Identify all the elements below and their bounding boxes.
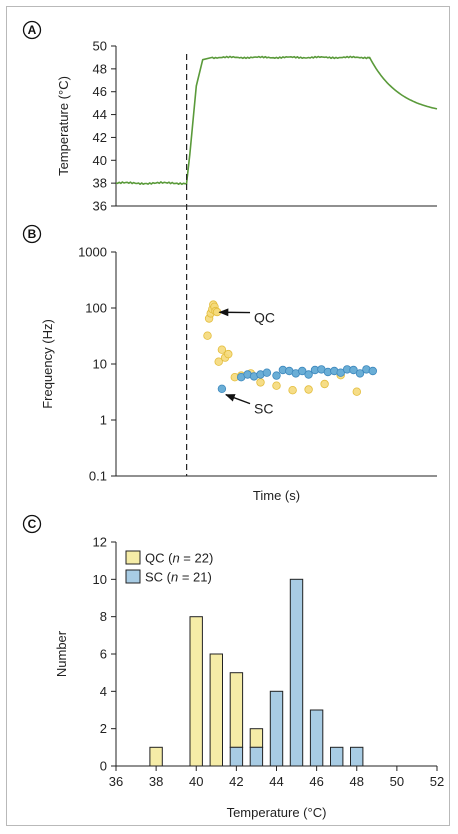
panel-c-label: C: [22, 514, 42, 534]
panel-b-sc-point-6: [272, 371, 281, 380]
panel-b: 0.1 1 10 100 1000 Frequency (Hz) Time (s) QC SC: [40, 245, 437, 503]
panel-c-qc-bar-43: [249, 728, 264, 748]
panel-b-qc-point-18: [304, 385, 313, 394]
panel-b-sc-arrow: [225, 394, 251, 405]
panel-c-label-text: C: [28, 517, 37, 531]
panel-a-ylabel: Temperature (°C): [56, 76, 71, 176]
panel-a: 36 38 40 42 44 46 48 50 Temperature (°C): [56, 39, 438, 214]
panel-c-xtick-label-50: 50: [390, 774, 404, 789]
panel-b-qc-annotation: QC: [254, 310, 275, 326]
panel-a-ytick-label-44: 44: [93, 107, 107, 122]
panel-c-legend-label-1: SC (n = 21): [145, 570, 212, 585]
panel-b-qc-point-16: [272, 381, 281, 390]
panel-b-qc-point-9: [217, 345, 227, 354]
panel-c-legend: QC (n = 22) SC (n = 21): [125, 550, 213, 585]
panel-c-xlabel: Temperature (°C): [227, 805, 327, 820]
panel-c-xtick-label-38: 38: [149, 774, 163, 789]
panel-b-sc-point-11: [304, 370, 313, 379]
panel-a-ytick-label-50: 50: [93, 39, 107, 54]
panel-c-qc-bar-38: [149, 746, 163, 767]
panel-c-ylabel: Number: [54, 630, 69, 677]
panel-b-xlabel: Time (s): [253, 488, 300, 503]
figure-frame: [6, 6, 450, 826]
panel-b-sc-point-21: [368, 366, 377, 376]
panel-b-qc-point-19: [320, 379, 329, 389]
panel-c-sc-bar-45: [289, 578, 304, 767]
panel-c-label-circle: [22, 514, 42, 534]
panel-c-xtick-label-44: 44: [269, 774, 283, 789]
panel-a-label-text: A: [28, 23, 37, 37]
panel-a-label-circle: [22, 20, 42, 40]
panel-b-label-circle: [22, 224, 42, 244]
panel-c-legend-label-0: QC (n = 22): [145, 551, 213, 566]
panel-c-ytick-label-4: 4: [100, 684, 107, 699]
panel-c-xtick-label-52: 52: [430, 774, 444, 789]
panel-b-sc-point-0: [217, 384, 227, 393]
panel-a-ytick-label-42: 42: [93, 130, 107, 145]
panel-c-sc-bar-48: [350, 746, 364, 767]
panel-c-legend-swatch-1: [125, 569, 141, 584]
panel-b-label: B: [22, 224, 42, 244]
panel-c-xtick-label-36: 36: [109, 774, 123, 789]
panel-b-sc-point-18: [349, 365, 358, 375]
panel-b-qc-point-11: [224, 349, 233, 359]
panel-c-ytick-label-10: 10: [93, 572, 107, 587]
panel-b-sc-point-10: [298, 366, 307, 376]
panel-c-xtick-label-40: 40: [189, 774, 203, 789]
panel-c-ytick-label-8: 8: [100, 609, 107, 624]
panel-b-qc-point-0: [203, 331, 212, 340]
panel-b-qc-point-8: [214, 357, 223, 366]
panel-b-ytick-label-1: 1: [100, 413, 107, 428]
panel-c-sc-bar-43: [249, 746, 264, 767]
panel-a-ytick-label-38: 38: [93, 176, 107, 191]
panel-c-sc-bar-47: [330, 746, 344, 767]
panel-a-ytick-label-40: 40: [93, 153, 107, 168]
panel-b-sc-point-16: [336, 368, 345, 377]
panel-c-ytick-label-2: 2: [100, 721, 107, 736]
panel-b-ytick-label-4: 1000: [78, 245, 107, 260]
panel-c-xtick-label-48: 48: [350, 774, 364, 789]
panel-b-ytick-label-0: 0.1: [89, 469, 107, 484]
panel-c-ytick-label-6: 6: [100, 647, 107, 662]
panel-b-sc-annotation: SC: [254, 401, 273, 417]
panel-a-ytick-label-48: 48: [93, 61, 107, 76]
panel-b-label-text: B: [28, 227, 37, 241]
panel-b-ylabel: Frequency (Hz): [40, 319, 55, 409]
panel-c-xtick-label-42: 42: [229, 774, 243, 789]
panel-c-ytick-label-12: 12: [93, 535, 107, 550]
panel-a-label: A: [22, 20, 42, 40]
panel-a-ytick-label-36: 36: [93, 199, 107, 214]
panel-b-sc-point-19: [355, 369, 365, 378]
panel-b-qc-point-15: [256, 378, 265, 387]
panel-c-sc-bar-44: [269, 690, 284, 767]
panel-c-qc-bar-42: [229, 672, 244, 748]
panel-b-ytick-label-2: 10: [93, 357, 107, 372]
panel-a-ytick-label-46: 46: [93, 84, 107, 99]
panel-c-sc-bar-42: [229, 746, 244, 767]
panel-b-sc-point-5: [262, 368, 272, 377]
panel-b-qc-point-21: [352, 387, 361, 396]
panel-c-xtick-label-46: 46: [309, 774, 323, 789]
panel-a-temperature-line: [115, 55, 438, 186]
panel-c-legend-swatch-0: [125, 550, 141, 565]
panel-b-ytick-label-3: 100: [85, 301, 107, 316]
panel-c-qc-bar-40: [189, 616, 203, 767]
panel-b-qc-point-17: [288, 386, 297, 395]
panel-c-sc-bar-46: [309, 709, 324, 767]
panel-c-qc-bar-41: [209, 653, 224, 767]
panel-c-ytick-label-0: 0: [100, 759, 107, 774]
